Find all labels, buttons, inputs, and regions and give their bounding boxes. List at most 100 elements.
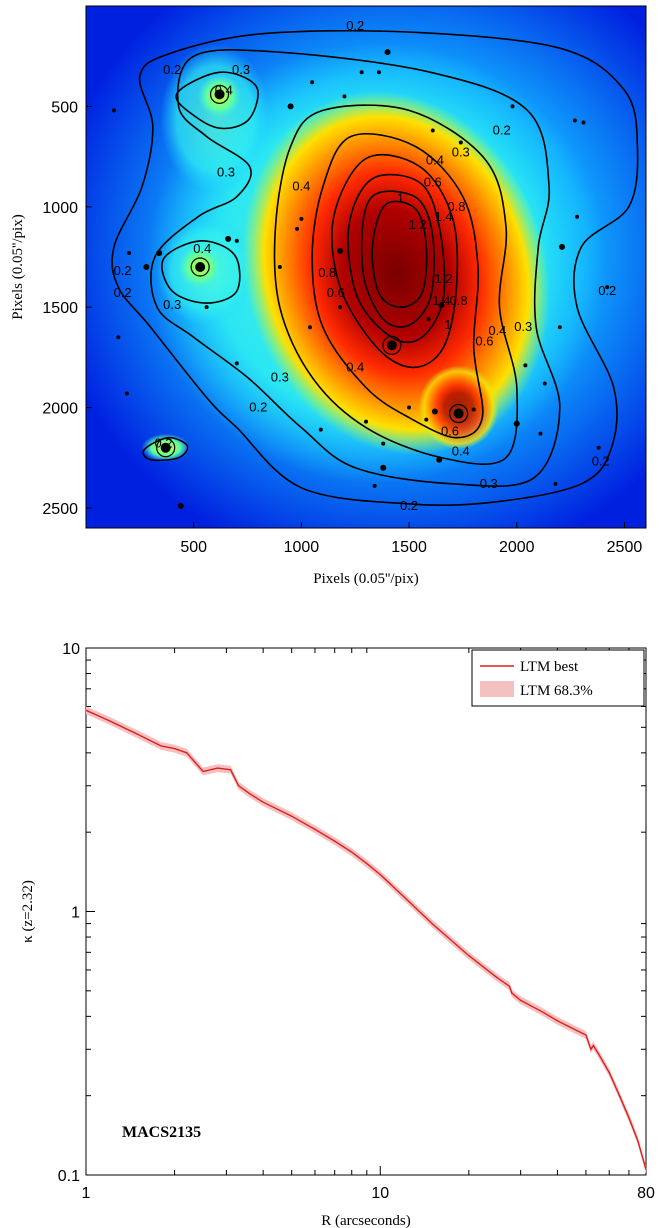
- contour-label: 0.8: [318, 265, 336, 280]
- galaxy-dot: [407, 405, 412, 410]
- data-point: [597, 1052, 599, 1054]
- contour-label: 1: [444, 317, 451, 332]
- contour-label: 0.2: [154, 436, 172, 451]
- galaxy-dot: [127, 250, 132, 255]
- galaxy-dot: [510, 104, 515, 109]
- y-tick-label: 2500: [42, 501, 78, 518]
- galaxy-dot: [424, 417, 429, 422]
- galaxy-dot: [337, 247, 344, 254]
- data-point: [85, 709, 87, 711]
- data-point: [379, 874, 381, 876]
- contour-label: 0.2: [346, 18, 364, 33]
- data-point: [262, 801, 264, 803]
- map-plot-area: 0.2 0.2 0.2 0.2 0.2 0.2 0.2 0.2 0.2 0.2 0.3 0.3 0.3 0…: [86, 6, 646, 528]
- data-point: [216, 767, 219, 769]
- data-point: [366, 862, 368, 865]
- data-point: [556, 1020, 559, 1022]
- data-point: [291, 815, 293, 817]
- galaxy-dot: [431, 408, 438, 415]
- galaxy-dot: [318, 427, 323, 432]
- contour-label: 1: [397, 191, 404, 206]
- galaxy-dot: [376, 70, 381, 75]
- galaxy-dot: [299, 216, 304, 221]
- contour-line: [371, 200, 428, 309]
- legend: LTM best LTM 68.3%: [471, 649, 645, 707]
- data-point: [402, 895, 405, 898]
- galaxy-dot: [523, 363, 528, 368]
- galaxy-dot: [287, 103, 294, 110]
- contour-label: 0.3: [514, 319, 532, 334]
- contour-label: 0.6: [475, 333, 493, 348]
- contour-label: 1.4: [434, 209, 452, 224]
- data-point: [637, 1140, 639, 1142]
- contour-label: 0.2: [592, 454, 610, 469]
- galaxy-dot: [310, 80, 315, 85]
- galaxy-dot: [438, 302, 445, 309]
- data-point: [202, 770, 204, 773]
- galaxy-dot: [380, 464, 387, 471]
- data-point: [314, 828, 316, 830]
- galaxy-dot: [572, 118, 577, 123]
- data-point: [592, 1044, 594, 1047]
- contour-label: 0.3: [452, 145, 470, 160]
- contour-line: [273, 104, 519, 465]
- map-frame: [85, 5, 647, 529]
- map-axes-frame: 0.2 0.2 0.2 0.2 0.2 0.2 0.2 0.2 0.2 0.2 0.3 0.3 0.3 0…: [10, 5, 647, 587]
- contour-label: 0.4: [292, 179, 310, 194]
- legend-label-ltm-best: LTM best: [520, 659, 579, 675]
- contour-label: 0.3: [232, 62, 250, 77]
- contour-label: 0.8: [447, 199, 465, 214]
- contour-line: [150, 49, 561, 487]
- contour-label: 0.4: [215, 82, 233, 97]
- x-tick-label: 1000: [284, 539, 320, 556]
- contour-label: 0.6: [327, 285, 345, 300]
- contour-label: 0.4: [193, 241, 211, 256]
- galaxy-dot: [384, 49, 391, 56]
- data-point: [431, 922, 433, 925]
- legend-label-ltm-68: LTM 68.3%: [520, 683, 593, 699]
- data-point: [645, 1168, 647, 1171]
- bright-source-ring: [190, 257, 210, 277]
- galaxy-dot: [471, 407, 476, 412]
- data-point: [351, 851, 353, 853]
- galaxy-dot: [538, 431, 543, 436]
- galaxy-dot: [116, 335, 121, 340]
- galaxy-dot: [381, 441, 386, 446]
- x-tick-label: 2000: [499, 539, 535, 556]
- data-point: [590, 1048, 592, 1050]
- data-point: [249, 793, 251, 795]
- data-point: [108, 720, 110, 722]
- galaxy-dot: [364, 419, 368, 424]
- bright-source-ring: [156, 438, 176, 458]
- x-tick-label: 80: [637, 1185, 655, 1202]
- galaxy-dot: [605, 285, 610, 290]
- galaxy-dot: [559, 243, 565, 250]
- x-axis-label: Pixels (0.05''/pix): [313, 571, 418, 587]
- galaxy-dot: [177, 502, 184, 509]
- contour-label: 0.2: [598, 283, 616, 298]
- data-point: [160, 745, 162, 747]
- galaxy-dot: [342, 94, 347, 99]
- data-point: [571, 1027, 574, 1030]
- data-point: [173, 748, 176, 750]
- x-axis-label: R (arcseconds): [321, 1213, 411, 1228]
- galaxy-dot: [225, 235, 232, 242]
- y-tick-label: 1000: [42, 200, 78, 217]
- data-point: [511, 992, 513, 994]
- contour-line: [360, 190, 435, 328]
- convergence-map-chart: 0.2 0.2 0.2 0.2 0.2 0.2 0.2 0.2 0.2 0.2 0.3 0.3 0.3 0…: [10, 5, 647, 587]
- contour-label: 0.2: [493, 122, 511, 137]
- contour-line: [311, 133, 484, 439]
- data-point: [334, 840, 336, 842]
- bright-source-marker: [160, 442, 171, 453]
- galaxy-dot: [234, 361, 239, 366]
- galaxy-dot: [308, 325, 312, 330]
- x-tick-label: 2500: [607, 539, 643, 556]
- contour-label: 0.4: [452, 444, 470, 459]
- contour-label: 0.4: [488, 323, 506, 338]
- contour-line: [331, 154, 459, 369]
- data-point: [237, 785, 240, 787]
- data-point: [137, 733, 139, 736]
